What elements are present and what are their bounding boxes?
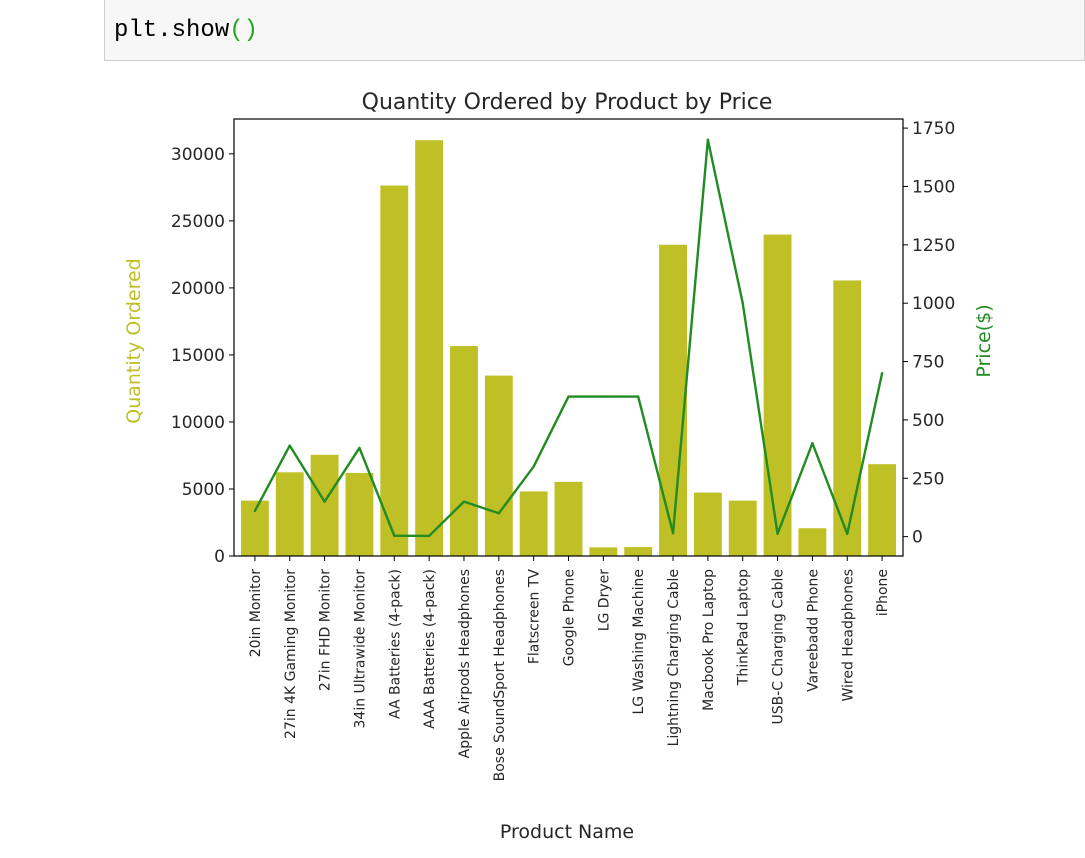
code-line: plt.show() xyxy=(114,17,258,44)
bar xyxy=(833,280,862,556)
y-tick-label: 10000 xyxy=(171,413,225,433)
y2-tick-label: 1750 xyxy=(912,119,955,139)
y-tick-label: 15000 xyxy=(171,346,225,366)
bar xyxy=(659,244,687,556)
price-point xyxy=(323,500,326,503)
bar xyxy=(868,464,897,556)
x-tick-label: 20in Monitor xyxy=(248,569,264,657)
y2-tick-label: 0 xyxy=(912,528,923,548)
x-tick-label: Apple Airpods Headphones xyxy=(457,569,473,758)
y-tick-label: 20000 xyxy=(171,279,225,299)
y2-tick-label: 750 xyxy=(912,353,944,373)
price-point xyxy=(602,395,605,398)
price-point xyxy=(358,446,361,450)
y2-tick-label: 1250 xyxy=(912,236,955,256)
x-axis: 20in Monitor 27in 4K Gaming Monitor 27in F… xyxy=(248,556,891,781)
chart-title: Quantity Ordered by Product by Price xyxy=(362,90,773,115)
y-tick-label: 5000 xyxy=(182,480,225,500)
bar xyxy=(693,492,722,556)
y2-tick-label: 500 xyxy=(912,411,944,431)
price-point xyxy=(462,500,466,503)
code-cell[interactable]: plt.show() xyxy=(104,0,1085,61)
bar xyxy=(624,547,653,556)
x-tick-label: USB-C Charging Cable xyxy=(771,569,787,724)
x-tick-label: Flatscreen TV xyxy=(527,569,543,665)
bar xyxy=(345,472,374,556)
price-point xyxy=(741,301,744,305)
price-point xyxy=(567,395,570,398)
x-tick-label: Vareebadd Phone xyxy=(805,569,821,692)
price-point xyxy=(636,395,640,398)
bar xyxy=(554,481,583,556)
x-axis-label: Product Name xyxy=(500,821,634,843)
y2-tick-label: 250 xyxy=(912,469,944,489)
y-axis-label: Quantity Ordered xyxy=(123,258,145,423)
y-tick-label: 0 xyxy=(214,547,225,567)
x-tick-label: iPhone xyxy=(875,569,891,616)
price-point xyxy=(288,444,291,447)
y2-axis-label: Price($) xyxy=(973,304,995,377)
bar xyxy=(415,140,444,556)
bar-layer xyxy=(240,140,897,557)
bar xyxy=(519,491,548,556)
bar xyxy=(450,346,478,556)
bar xyxy=(380,185,409,557)
x-tick-label: AA Batteries (4-pack) xyxy=(387,569,403,719)
price-point xyxy=(706,138,710,141)
x-tick-label: 34in Ultrawide Monitor xyxy=(352,569,368,729)
bar xyxy=(275,472,304,556)
price-point xyxy=(393,534,396,537)
x-tick-label: 27in FHD Monitor xyxy=(318,569,334,691)
y2-tick-label: 1500 xyxy=(912,177,955,197)
bar xyxy=(728,500,757,556)
price-point xyxy=(253,509,257,513)
x-tick-label: LG Washing Machine xyxy=(631,569,647,715)
price-point xyxy=(811,442,814,445)
price-point xyxy=(671,531,675,535)
y-tick-label: 25000 xyxy=(171,212,225,232)
y-tick-label: 30000 xyxy=(171,145,225,165)
line-layer xyxy=(253,138,884,538)
y-axis-left: 0 5000 10000 15000 20000 25000 30000 xyxy=(171,145,234,567)
code-parens: () xyxy=(229,17,259,44)
x-tick-label: Macbook Pro Laptop xyxy=(701,569,717,711)
y2-tick-label: 1000 xyxy=(912,294,955,314)
x-tick-label: Wired Headphones xyxy=(840,569,856,702)
x-tick-label: Google Phone xyxy=(562,569,578,666)
x-tick-label: LG Dryer xyxy=(596,569,612,632)
price-point xyxy=(846,532,849,536)
x-tick-label: AAA Batteries (4-pack) xyxy=(422,569,438,729)
price-point xyxy=(776,532,779,536)
code-text: plt.show xyxy=(114,17,230,44)
price-point xyxy=(532,465,535,468)
x-tick-label: ThinkPad Laptop xyxy=(736,569,752,686)
y-axis-right: 0 250 500 750 1000 1250 1500 1750 xyxy=(903,119,955,548)
price-point xyxy=(427,534,431,538)
x-tick-label: Lightning Charging Cable xyxy=(666,569,682,746)
bar xyxy=(310,454,339,556)
bar xyxy=(589,547,618,556)
bar xyxy=(798,528,827,556)
bar xyxy=(763,234,792,557)
bar xyxy=(484,375,513,556)
x-tick-label: 27in 4K Gaming Monitor xyxy=(283,569,299,739)
price-point xyxy=(880,372,884,375)
price-point xyxy=(497,512,501,515)
x-tick-label: Bose SoundSport Headphones xyxy=(492,569,508,781)
